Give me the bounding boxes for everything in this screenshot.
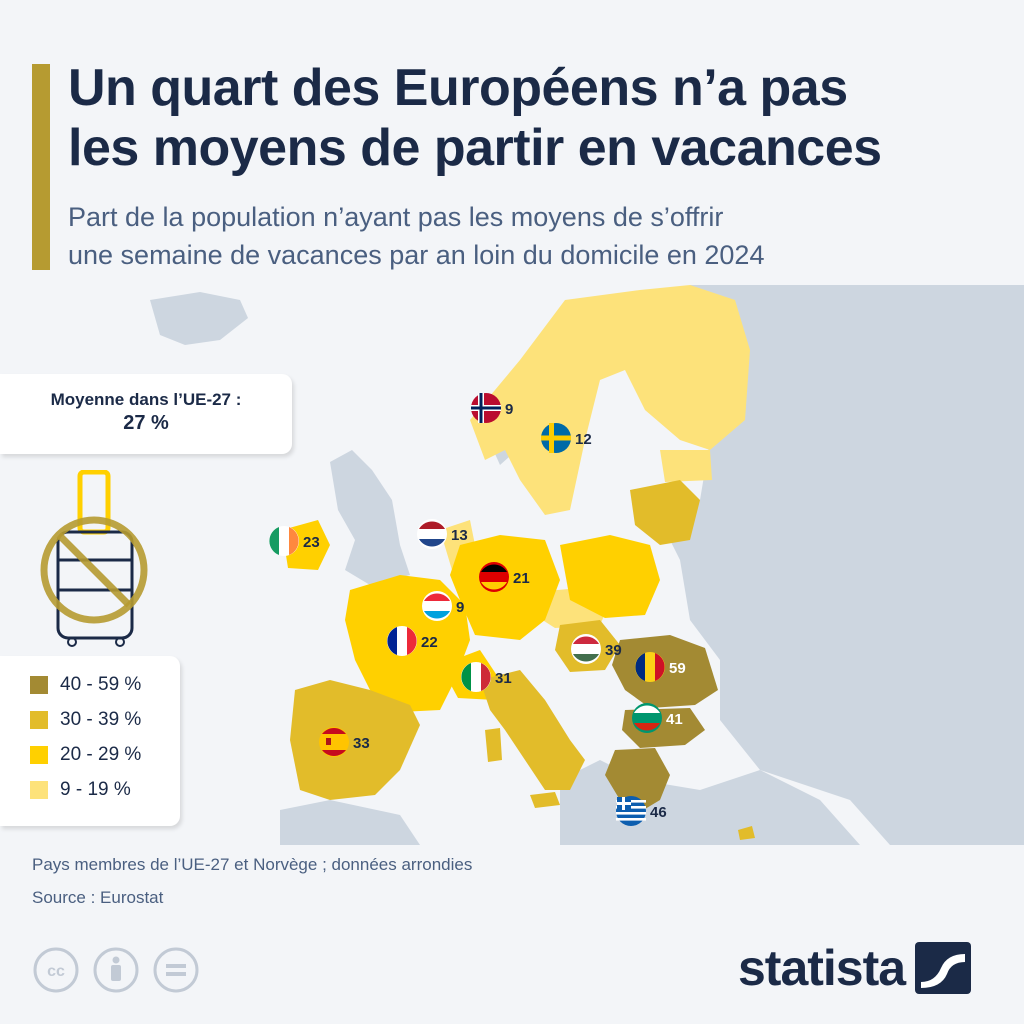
value-norway: 9 xyxy=(505,401,513,418)
statista-logo[interactable]: statista xyxy=(738,938,973,998)
cc-icon[interactable]: cc xyxy=(33,947,79,993)
title-line-1: Un quart des Européens n’a pas xyxy=(68,59,848,117)
legend-label: 20 - 29 % xyxy=(60,744,142,765)
eu-average-box: Moyenne dans l’UE-27 : 27 % xyxy=(0,374,292,454)
flag-germany-icon xyxy=(479,562,509,592)
flag-greece-icon xyxy=(616,796,646,826)
title-line-2: les moyens de partir en vacances xyxy=(68,119,882,177)
legend: 40 - 59 % 30 - 39 % 20 - 29 % 9 - 19 % xyxy=(0,656,180,826)
flag-norway-icon xyxy=(471,393,501,423)
value-bulgaria: 41 xyxy=(666,711,683,728)
page-subtitle: Part de la population n’ayant pas les mo… xyxy=(68,198,1008,274)
legend-label: 40 - 59 % xyxy=(60,674,142,695)
subtitle-line-1: Part de la population n’ayant pas les mo… xyxy=(68,202,724,232)
flag-netherlands-icon xyxy=(417,519,447,549)
source: Source : Eurostat xyxy=(32,888,164,907)
flag-france-icon xyxy=(387,626,417,656)
page-title: Un quart des Européens n’a pas les moyen… xyxy=(68,58,1008,178)
flag-ireland-icon xyxy=(269,526,299,556)
value-italy: 31 xyxy=(495,670,512,687)
footnote: Pays membres de l’UE-27 et Norvège ; don… xyxy=(32,855,473,874)
flag-sweden-icon xyxy=(541,423,571,453)
legend-item: 30 - 39 % xyxy=(30,707,141,733)
eu-average-value: 27 % xyxy=(123,412,169,434)
flag-romania-icon xyxy=(635,652,665,682)
flag-luxembourg-icon xyxy=(422,591,452,621)
license-icons: cc xyxy=(33,947,199,993)
logo-text: statista xyxy=(738,940,906,996)
legend-swatch xyxy=(30,781,48,799)
value-ireland: 23 xyxy=(303,534,320,551)
accent-bar xyxy=(32,64,50,270)
legend-item: 20 - 29 % xyxy=(30,742,141,768)
value-germany: 21 xyxy=(513,570,530,587)
legend-swatch xyxy=(30,711,48,729)
attribution-icon[interactable] xyxy=(93,947,139,993)
value-luxembourg: 9 xyxy=(456,599,464,616)
no-luggage-icon xyxy=(40,470,148,647)
legend-item: 9 - 19 % xyxy=(30,777,131,803)
value-hungary: 39 xyxy=(605,642,622,659)
legend-swatch xyxy=(30,746,48,764)
legend-label: 9 - 19 % xyxy=(60,779,131,800)
value-netherlands: 13 xyxy=(451,527,468,544)
legend-label: 30 - 39 % xyxy=(60,709,142,730)
value-spain: 33 xyxy=(353,735,370,752)
flag-hungary-icon xyxy=(571,634,601,664)
flag-spain-icon xyxy=(319,727,349,757)
value-romania: 59 xyxy=(669,660,686,677)
europe-map: 9 12 23 13 21 9 xyxy=(150,285,1024,845)
subtitle-line-2: une semaine de vacances par an loin du d… xyxy=(68,240,765,270)
value-greece: 46 xyxy=(650,804,667,821)
flag-bulgaria-icon xyxy=(632,703,662,733)
legend-swatch xyxy=(30,676,48,694)
value-sweden: 12 xyxy=(575,431,592,448)
flag-italy-icon xyxy=(461,662,491,692)
range-40-59 xyxy=(605,635,718,812)
legend-item: 40 - 59 % xyxy=(30,672,141,698)
eu-average-label: Moyenne dans l’UE-27 : xyxy=(50,390,242,409)
statista-logo-icon xyxy=(915,942,972,994)
country-markers: 9 12 23 13 21 9 xyxy=(269,393,686,826)
no-derivatives-icon[interactable] xyxy=(153,947,199,993)
value-france: 22 xyxy=(421,634,438,651)
svg-text:cc: cc xyxy=(47,963,65,980)
